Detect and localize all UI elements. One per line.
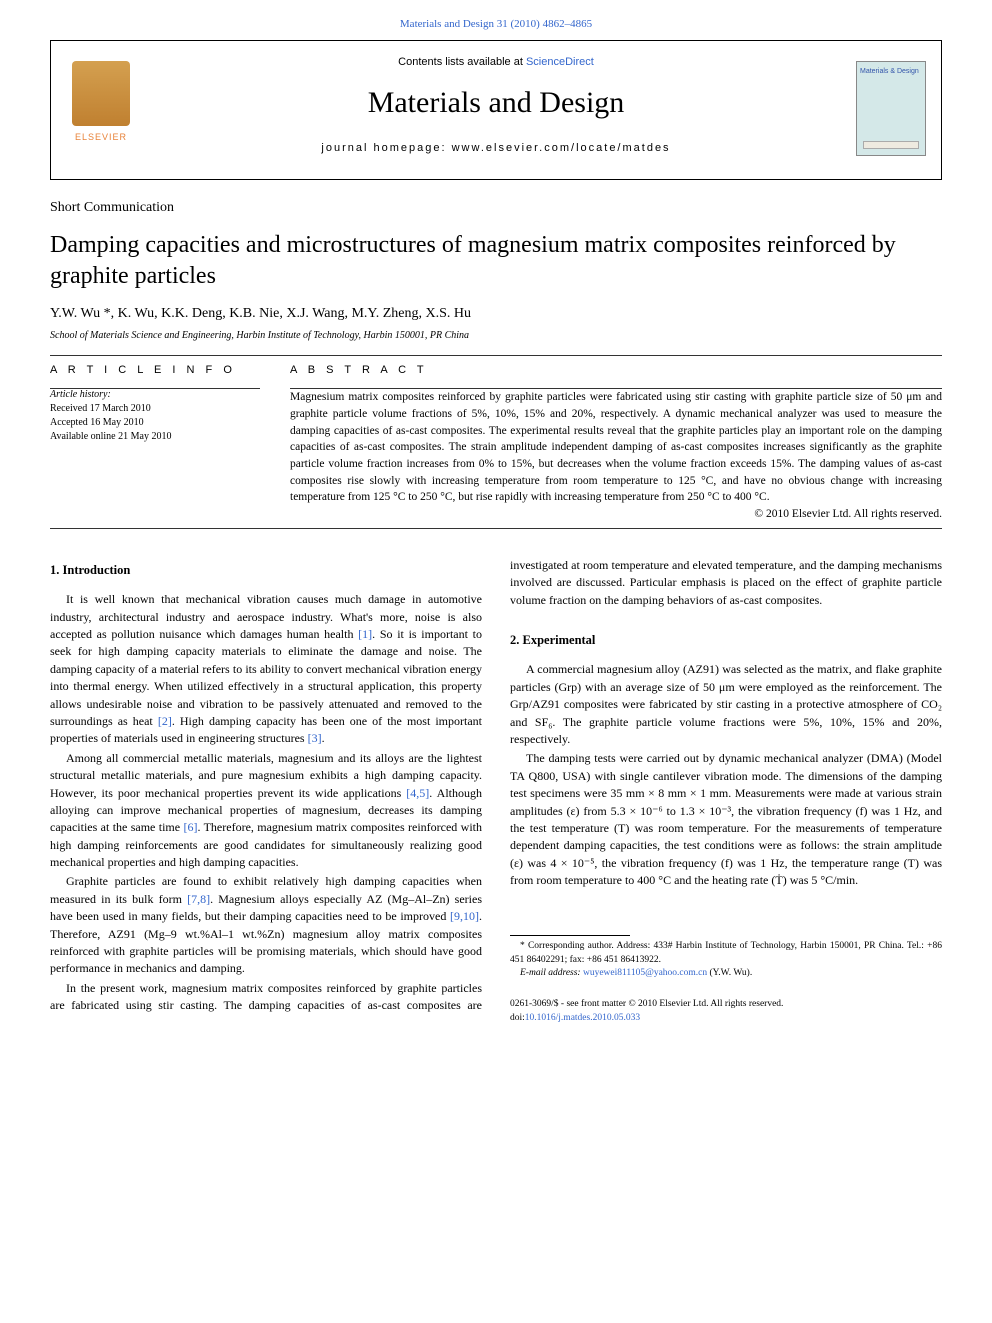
journal-homepage-line: journal homepage: www.elsevier.com/locat… [51, 142, 941, 154]
abstract-text: Magnesium matrix composites reinforced b… [290, 389, 942, 506]
history-received: Received 17 March 2010 [50, 402, 260, 416]
author-list: Y.W. Wu *, K. Wu, K.K. Deng, K.B. Nie, X… [50, 306, 942, 322]
history-label: Article history: [50, 389, 260, 400]
history-online: Available online 21 May 2010 [50, 430, 260, 444]
email-suffix: (Y.W. Wu). [707, 968, 752, 978]
elsevier-tree-icon [72, 61, 130, 126]
body-paragraph: Among all commercial metallic materials,… [50, 750, 482, 872]
citation-link[interactable]: [3] [308, 731, 322, 745]
citation-link[interactable]: [2] [158, 714, 172, 728]
section-heading-experimental: 2. Experimental [510, 631, 942, 649]
email-footnote: E-mail address: wuyewei811105@yahoo.com.… [510, 967, 942, 980]
body-paragraph: A commercial magnesium alloy (AZ91) was … [510, 661, 942, 748]
citation-link[interactable]: [6] [183, 820, 197, 834]
citation-link[interactable]: [9,10] [450, 909, 479, 923]
body-columns: 1. Introduction It is well known that me… [50, 557, 942, 1025]
journal-header-box: ELSEVIER Contents lists available at Sci… [50, 40, 942, 180]
publisher-logo[interactable]: ELSEVIER [66, 61, 136, 156]
abstract-block: A B S T R A C T Magnesium matrix composi… [290, 364, 942, 520]
abstract-copyright: © 2010 Elsevier Ltd. All rights reserved… [290, 508, 942, 520]
publisher-name: ELSEVIER [66, 132, 136, 142]
abstract-heading: A B S T R A C T [290, 364, 942, 376]
divider [50, 528, 942, 529]
page-footer: 0261-3069/$ - see front matter © 2010 El… [510, 998, 942, 1025]
citation-link[interactable]: [1] [358, 627, 372, 641]
body-paragraph: The damping tests were carried out by dy… [510, 750, 942, 889]
history-accepted: Accepted 16 May 2010 [50, 416, 260, 430]
doi-link[interactable]: 10.1016/j.matdes.2010.05.033 [525, 1013, 640, 1023]
doi-label: doi: [510, 1013, 525, 1023]
cover-title: Materials & Design [857, 62, 925, 81]
article-info-block: A R T I C L E I N F O Article history: R… [50, 364, 260, 520]
article-section-type: Short Communication [50, 200, 942, 216]
cover-bar-icon [863, 141, 919, 149]
front-matter-line: 0261-3069/$ - see front matter © 2010 El… [510, 998, 942, 1011]
corresponding-author-footnote: * Corresponding author. Address: 433# Ha… [510, 940, 942, 967]
contents-available-line: Contents lists available at ScienceDirec… [51, 56, 941, 68]
citation-link[interactable]: [7,8] [187, 892, 210, 906]
body-paragraph: Graphite particles are found to exhibit … [50, 873, 482, 977]
author-email-link[interactable]: wuyewei811105@yahoo.com.cn [583, 968, 707, 978]
citation-link[interactable]: [4,5] [406, 786, 429, 800]
journal-name: Materials and Design [51, 86, 941, 120]
homepage-url[interactable]: www.elsevier.com/locate/matdes [452, 142, 671, 154]
email-label: E-mail address: [520, 968, 583, 978]
article-info-heading: A R T I C L E I N F O [50, 364, 260, 376]
header-center: Contents lists available at ScienceDirec… [51, 41, 941, 154]
body-paragraph: It is well known that mechanical vibrati… [50, 591, 482, 748]
footnote-separator [510, 935, 630, 936]
contents-prefix: Contents lists available at [398, 56, 526, 68]
section-heading-introduction: 1. Introduction [50, 561, 482, 579]
divider [50, 355, 942, 356]
article-title: Damping capacities and microstructures o… [50, 230, 942, 292]
journal-reference[interactable]: Materials and Design 31 (2010) 4862–4865 [0, 0, 992, 40]
homepage-prefix: journal homepage: [321, 142, 451, 154]
journal-cover-thumbnail[interactable]: Materials & Design [856, 61, 926, 156]
sciencedirect-link[interactable]: ScienceDirect [526, 56, 594, 68]
affiliation: School of Materials Science and Engineer… [50, 330, 942, 341]
